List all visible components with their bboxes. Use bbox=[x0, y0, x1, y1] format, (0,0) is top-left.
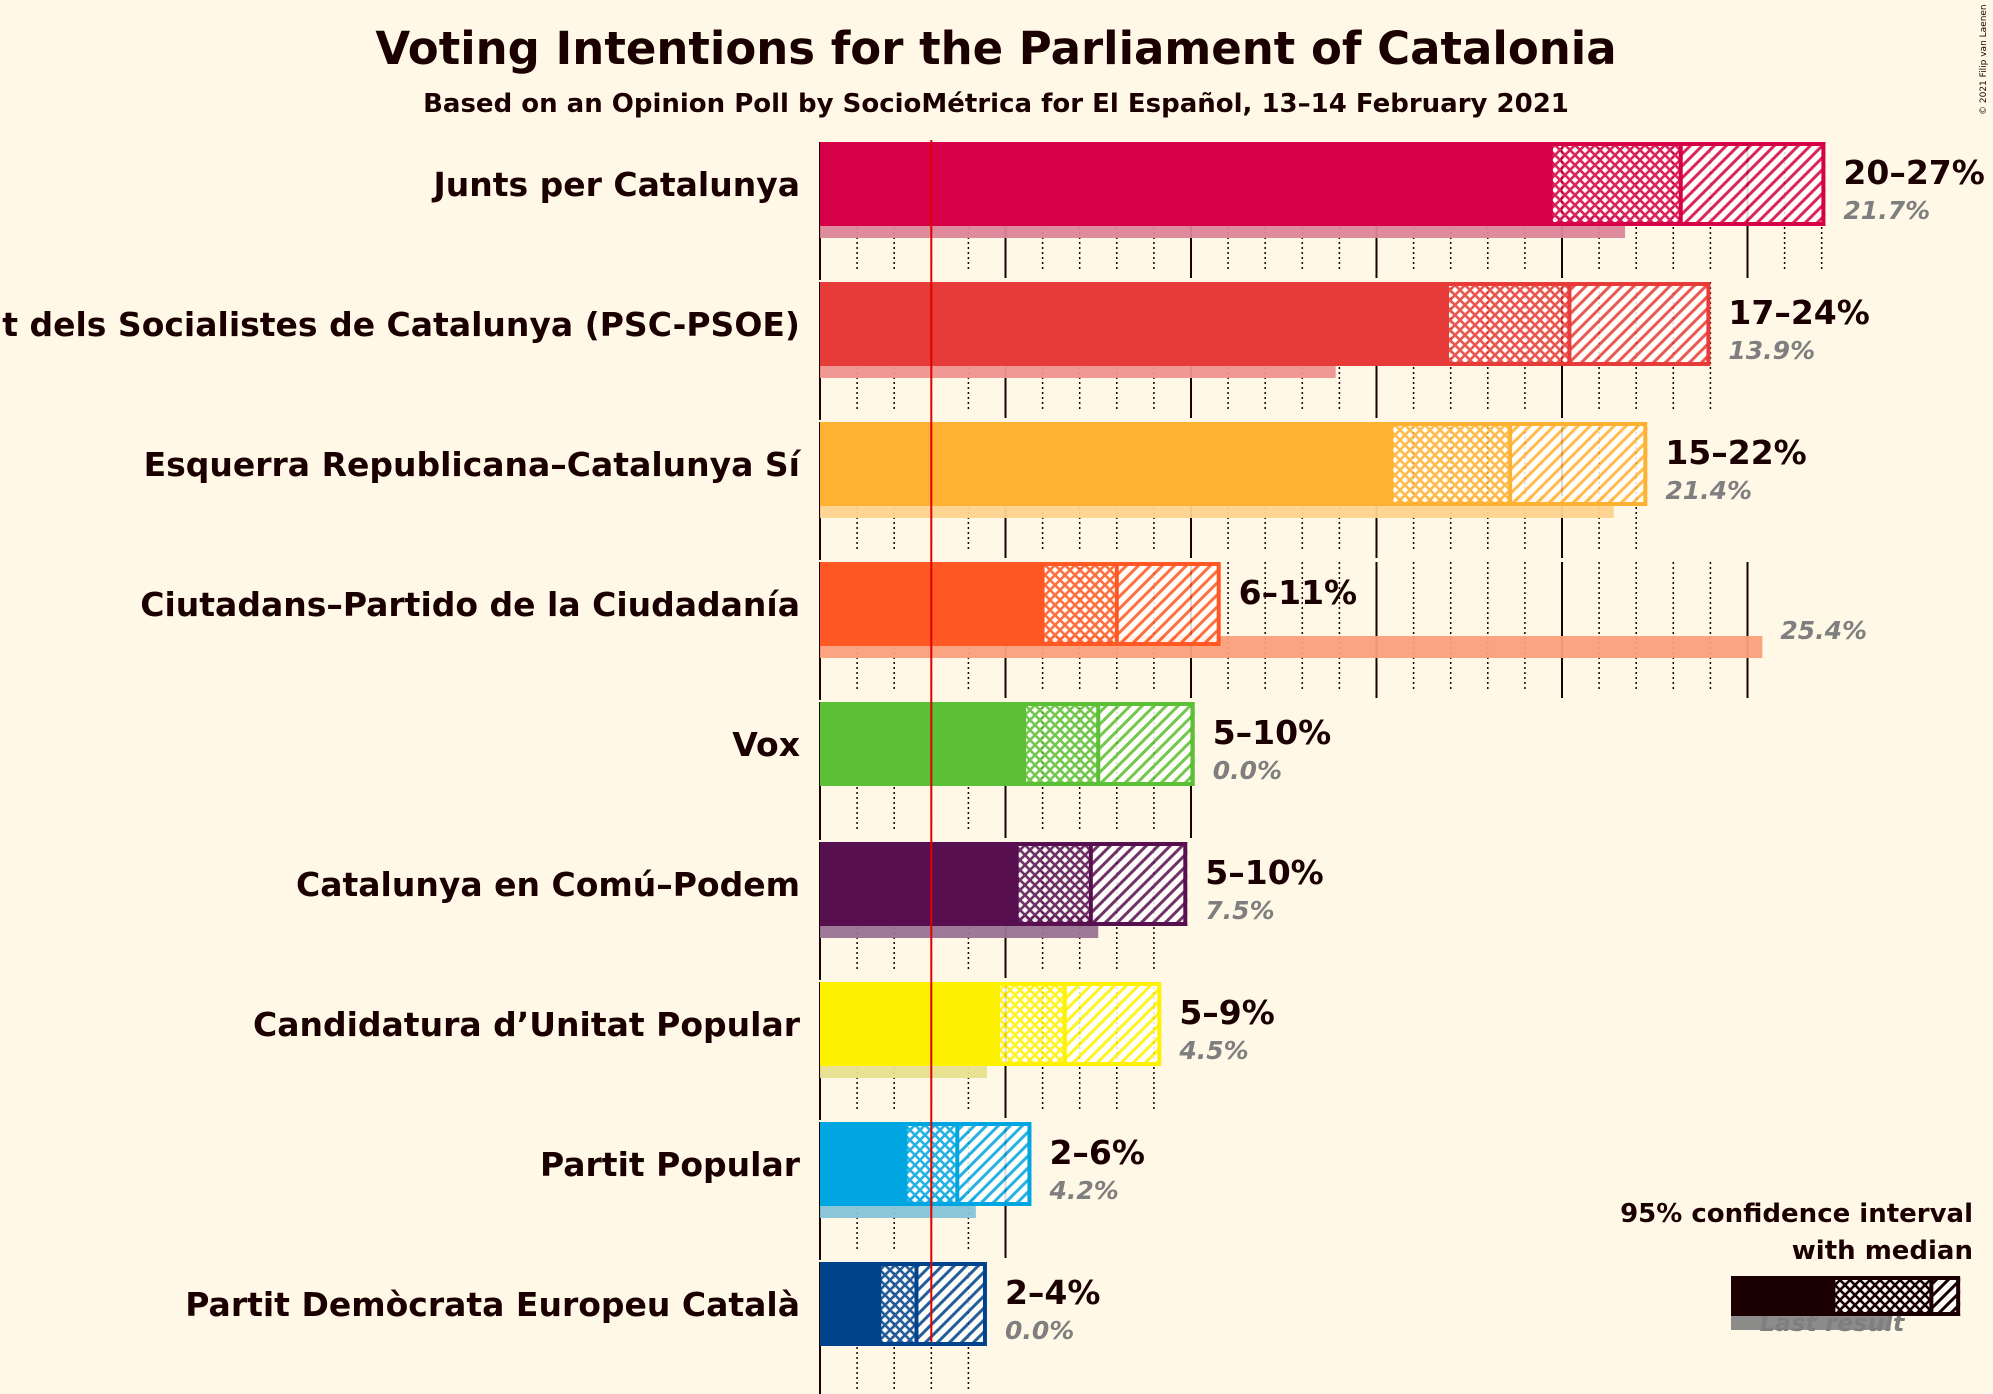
ci-outline-3 bbox=[1389, 422, 1648, 506]
party-name-5: Vox bbox=[732, 725, 800, 764]
party-name-6: Catalunya en Comú–Podem bbox=[296, 865, 800, 904]
ci-outline-6 bbox=[1014, 842, 1188, 926]
ci-outline-5 bbox=[1022, 702, 1195, 786]
last-result-label-1: 21.7% bbox=[1843, 196, 1930, 225]
ci-lower-hatch-3 bbox=[1391, 422, 1511, 506]
ci-lower-hatch-9 bbox=[879, 1262, 917, 1346]
ci-solid-bar-9 bbox=[820, 1262, 880, 1346]
ci-upper-hatch-6 bbox=[1090, 842, 1188, 926]
party-name-4: Ciutadans–Partido de la Ciudadanía bbox=[140, 585, 800, 624]
legend-lower-hatch bbox=[1833, 1276, 1932, 1316]
ci-solid-bar-1 bbox=[820, 142, 1551, 226]
ci-lower-hatch-1 bbox=[1550, 142, 1681, 226]
last-result-label-7: 4.5% bbox=[1178, 1036, 1248, 1065]
ci-outline-4 bbox=[1040, 562, 1221, 646]
ci-solid-bar-2 bbox=[820, 282, 1447, 366]
last-result-label-6: 7.5% bbox=[1205, 896, 1274, 925]
ci-upper-hatch-8 bbox=[957, 1122, 1032, 1206]
last-result-label-8: 4.2% bbox=[1048, 1176, 1118, 1205]
legend: 95% confidence interval with median Last… bbox=[1620, 1199, 1973, 1337]
ci-upper-hatch-7 bbox=[1064, 982, 1162, 1066]
range-label-9: 2–4% bbox=[1005, 1273, 1100, 1312]
party-name-3: Esquerra Republicana–Catalunya Sí bbox=[144, 445, 802, 484]
chart-title: Voting Intentions for the Parliament of … bbox=[375, 22, 1616, 75]
ci-upper-hatch-5 bbox=[1098, 702, 1195, 786]
ci-outline-2 bbox=[1444, 282, 1711, 366]
ci-outline-7 bbox=[996, 982, 1162, 1066]
ci-solid-bar-8 bbox=[820, 1122, 906, 1206]
legend-outline bbox=[1831, 1276, 1961, 1316]
last-result-label-3: 21.4% bbox=[1665, 476, 1752, 505]
labels: Junts per Catalunya 20–27% 21.7% Partit del… bbox=[0, 153, 1985, 1345]
range-label-7: 5–9% bbox=[1179, 993, 1275, 1032]
range-label-4: 6–11% bbox=[1239, 573, 1357, 612]
ci-solid-bar-7 bbox=[820, 982, 999, 1066]
last-result-label-9: 0.0% bbox=[1005, 1316, 1074, 1345]
chart-subtitle: Based on an Opinion Poll by SocioMétrica… bbox=[423, 89, 1569, 119]
legend-title-line1: 95% confidence interval bbox=[1620, 1199, 1973, 1229]
bars bbox=[820, 140, 1826, 1346]
legend-solid-bar bbox=[1731, 1276, 1834, 1316]
party-name-8: Partit Popular bbox=[540, 1145, 801, 1184]
range-label-8: 2–6% bbox=[1049, 1133, 1145, 1172]
range-label-2: 17–24% bbox=[1728, 293, 1869, 332]
legend-title-line2: with median bbox=[1792, 1236, 1973, 1266]
party-name-2: Partit dels Socialistes de Catalunya (PS… bbox=[0, 305, 800, 344]
last-result-label-4: 25.4% bbox=[1780, 616, 1867, 645]
range-label-5: 5–10% bbox=[1213, 713, 1331, 752]
ci-lower-hatch-4 bbox=[1042, 562, 1117, 646]
ci-solid-bar-5 bbox=[820, 702, 1025, 786]
ci-lower-hatch-5 bbox=[1024, 702, 1099, 786]
range-label-6: 5–10% bbox=[1205, 853, 1323, 892]
range-label-1: 20–27% bbox=[1843, 153, 1984, 192]
party-name-7: Candidatura d’Unitat Popular bbox=[253, 1005, 801, 1044]
ci-outline-8 bbox=[903, 1122, 1032, 1206]
ci-outline-1 bbox=[1548, 142, 1826, 226]
ci-solid-bar-3 bbox=[820, 422, 1392, 506]
party-name-1: Junts per Catalunya bbox=[431, 165, 800, 204]
ci-lower-hatch-6 bbox=[1016, 842, 1091, 926]
ci-lower-hatch-2 bbox=[1446, 282, 1570, 366]
ci-solid-bar-6 bbox=[820, 842, 1017, 926]
copyright-notice: © 2021 Filip van Laenen bbox=[1979, 4, 1989, 115]
legend-upper-hatch bbox=[1931, 1276, 1961, 1316]
party-name-9: Partit Demòcrata Europeu Català bbox=[185, 1285, 800, 1324]
ci-upper-hatch-2 bbox=[1569, 282, 1711, 366]
ci-upper-hatch-4 bbox=[1116, 562, 1221, 646]
ci-lower-hatch-7 bbox=[998, 982, 1065, 1066]
last-result-label-5: 0.0% bbox=[1213, 756, 1282, 785]
range-label-3: 15–22% bbox=[1665, 433, 1806, 472]
ci-upper-hatch-3 bbox=[1510, 422, 1648, 506]
last-result-label-2: 13.9% bbox=[1728, 336, 1815, 365]
ci-upper-hatch-9 bbox=[916, 1262, 987, 1346]
ci-upper-hatch-1 bbox=[1680, 142, 1826, 226]
